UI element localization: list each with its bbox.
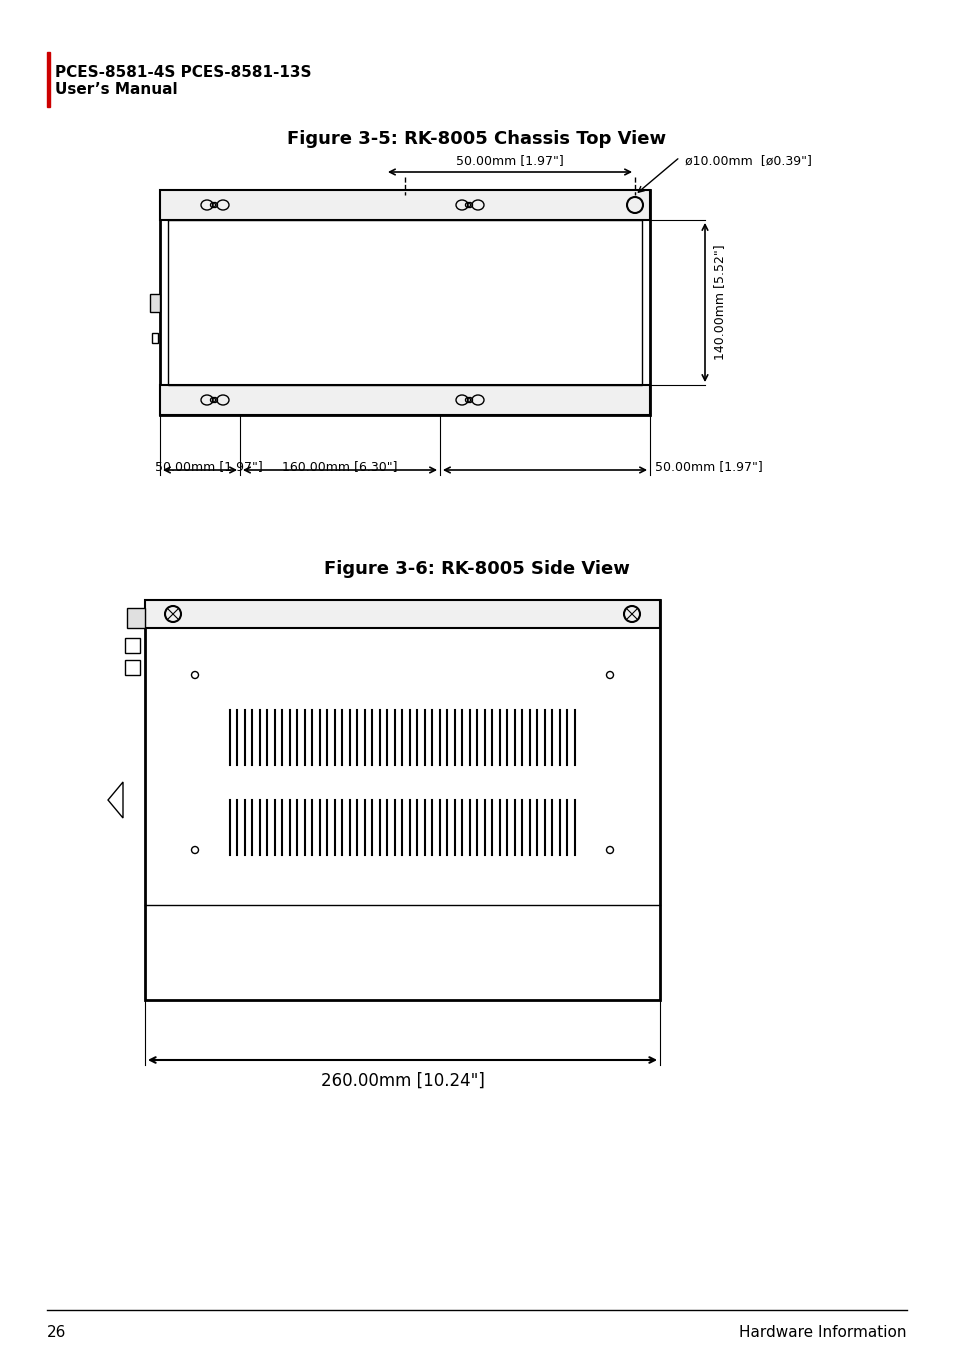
Bar	[145, 600, 659, 1000]
Text: User’s Manual: User’s Manual	[55, 82, 177, 97]
Bar	[127, 608, 145, 627]
Text: Hardware Information: Hardware Information	[739, 1325, 906, 1340]
Text: 260.00mm [10.24"]: 260.00mm [10.24"]	[320, 1072, 484, 1090]
Bar	[150, 293, 160, 311]
Bar	[160, 191, 649, 415]
Bar	[125, 660, 140, 675]
Bar	[145, 600, 659, 627]
Bar	[160, 385, 649, 415]
Text: 160.00mm [6.30"]: 160.00mm [6.30"]	[282, 460, 397, 473]
Bar	[125, 638, 140, 653]
Text: 50.00mm [1.97"]: 50.00mm [1.97"]	[154, 460, 262, 473]
Text: ø10.00mm  [ø0.39"]: ø10.00mm [ø0.39"]	[684, 154, 811, 168]
Bar	[160, 191, 649, 220]
Text: PCES-8581-4S PCES-8581-13S: PCES-8581-4S PCES-8581-13S	[55, 65, 312, 80]
Text: Figure 3-5: RK-8005 Chassis Top View: Figure 3-5: RK-8005 Chassis Top View	[287, 130, 666, 147]
Bar	[152, 333, 158, 342]
Text: 50.00mm [1.97"]: 50.00mm [1.97"]	[456, 154, 563, 168]
Text: 140.00mm [5.52"]: 140.00mm [5.52"]	[712, 245, 725, 361]
Text: Figure 3-6: RK-8005 Side View: Figure 3-6: RK-8005 Side View	[324, 560, 629, 579]
Bar	[47, 51, 50, 107]
Text: 26: 26	[47, 1325, 67, 1340]
Text: 50.00mm [1.97"]: 50.00mm [1.97"]	[655, 460, 762, 473]
Bar	[168, 220, 641, 385]
